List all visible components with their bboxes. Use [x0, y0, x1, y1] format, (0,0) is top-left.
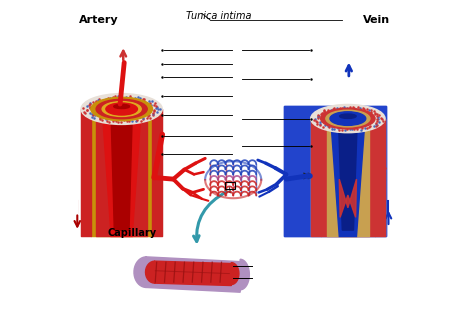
- Text: Artery: Artery: [79, 15, 119, 25]
- Ellipse shape: [106, 103, 137, 115]
- Ellipse shape: [102, 101, 141, 116]
- Polygon shape: [102, 109, 141, 236]
- Polygon shape: [331, 119, 365, 236]
- Text: Capillary: Capillary: [107, 228, 156, 238]
- Polygon shape: [134, 257, 249, 292]
- Ellipse shape: [96, 99, 147, 119]
- Text: Vein: Vein: [363, 15, 390, 25]
- Polygon shape: [339, 179, 356, 217]
- Ellipse shape: [114, 104, 129, 108]
- Ellipse shape: [91, 97, 153, 121]
- Polygon shape: [284, 106, 386, 236]
- Text: Tunica intima: Tunica intima: [186, 11, 252, 21]
- Ellipse shape: [311, 104, 385, 133]
- Polygon shape: [338, 119, 357, 230]
- Polygon shape: [146, 261, 239, 285]
- Ellipse shape: [321, 108, 375, 129]
- Ellipse shape: [326, 110, 370, 127]
- Bar: [225, 182, 235, 189]
- Polygon shape: [111, 109, 132, 230]
- Ellipse shape: [81, 93, 162, 124]
- Ellipse shape: [330, 112, 366, 125]
- Ellipse shape: [339, 114, 356, 118]
